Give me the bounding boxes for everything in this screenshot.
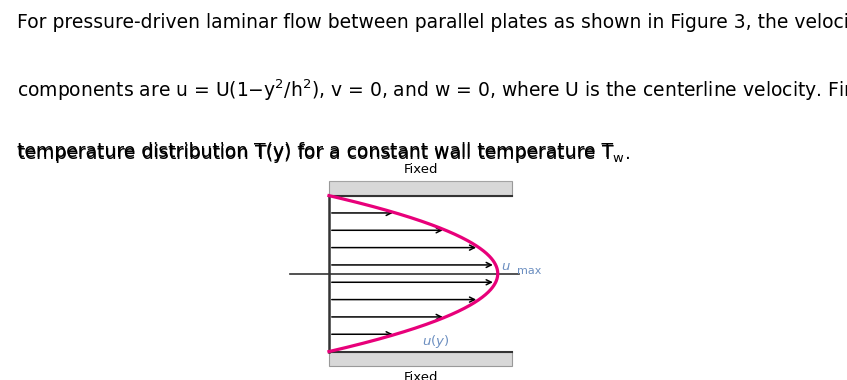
Text: temperature distribution T(y) for a constant wall temperature T$_\mathregular{w}: temperature distribution T(y) for a cons… [17,142,630,165]
Text: For pressure-driven laminar flow between parallel plates as shown in Figure 3, t: For pressure-driven laminar flow between… [17,13,847,32]
Bar [329,181,512,196]
Text: $\it{u}$($\it{y}$): $\it{u}$($\it{y}$) [423,333,450,350]
Text: max: max [517,266,541,276]
Text: $\it{u}$: $\it{u}$ [501,260,511,273]
Text: components are u = U(1$-$y$^2$/h$^2$), v = 0, and w = 0, where U is the centerli: components are u = U(1$-$y$^2$/h$^2$), v… [17,78,847,103]
Text: Fixed: Fixed [403,163,438,176]
Text: temperature distribution T(y) for a constant wall temperature T: temperature distribution T(y) for a cons… [17,142,613,161]
Bar [329,352,512,366]
Text: Fixed: Fixed [403,371,438,380]
